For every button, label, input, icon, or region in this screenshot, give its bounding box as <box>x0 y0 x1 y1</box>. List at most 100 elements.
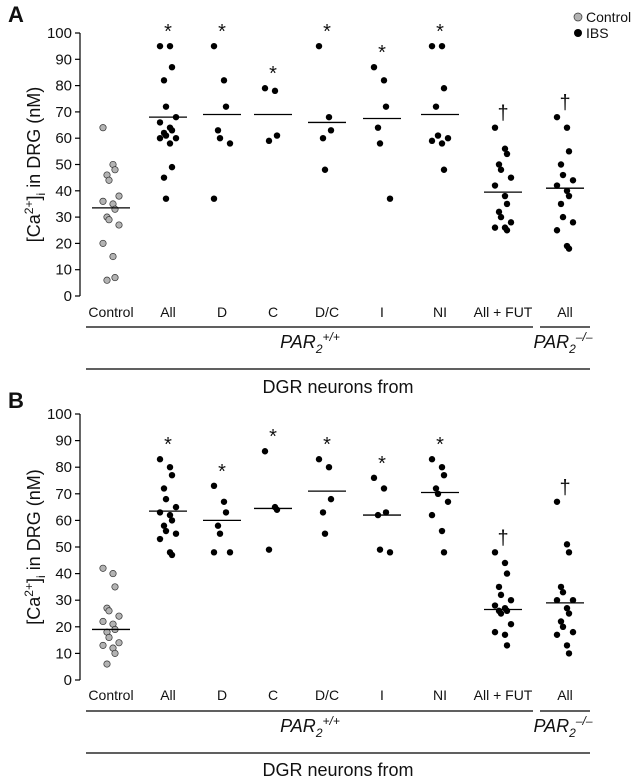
data-dot <box>156 42 164 50</box>
data-dot <box>559 589 567 596</box>
y-tick-label: 100 <box>47 25 72 42</box>
data-dot <box>386 195 394 202</box>
data-dot <box>438 140 446 147</box>
group-label-part: –/– <box>575 330 593 344</box>
data-dot <box>569 177 577 184</box>
y-tick-label: 50 <box>55 539 72 556</box>
data-dot <box>440 471 448 479</box>
y-label-part: i <box>34 575 48 578</box>
data-dot <box>497 591 505 599</box>
significance-marker: * <box>269 63 277 85</box>
y-tick-label: 20 <box>55 235 72 252</box>
group-label-part: PAR <box>533 716 569 736</box>
group-label: PAR2+/+ <box>280 714 340 740</box>
data-dot <box>565 610 573 617</box>
data-dot <box>325 113 333 121</box>
data-dot <box>216 530 224 537</box>
data-dot <box>166 140 174 147</box>
y-label-part: 2+ <box>22 583 36 597</box>
data-dot <box>111 583 119 591</box>
data-dot <box>432 485 440 492</box>
data-dot <box>380 77 388 84</box>
data-dot <box>210 195 218 202</box>
data-dot <box>491 628 499 636</box>
legend-label: IBS <box>586 25 609 41</box>
data-dot <box>503 200 511 208</box>
data-dot <box>565 192 573 200</box>
data-dot <box>434 490 442 497</box>
significance-marker: * <box>323 434 331 456</box>
data-dot <box>156 509 164 516</box>
data-dot <box>569 219 577 226</box>
y-label-part: [Ca <box>24 213 44 242</box>
data-dot <box>210 42 218 50</box>
data-dot <box>319 509 327 516</box>
x-tick-label: C <box>268 304 278 320</box>
significance-marker: † <box>559 477 570 499</box>
y-label-part: ] <box>24 578 44 583</box>
data-dot <box>438 527 446 535</box>
data-dot <box>160 174 168 181</box>
data-dot <box>374 124 382 131</box>
data-dot <box>557 200 565 208</box>
data-dot <box>440 85 448 92</box>
data-dot <box>503 150 511 158</box>
significance-marker: * <box>323 21 331 43</box>
y-label-part: 2+ <box>22 201 36 215</box>
data-dot <box>503 227 511 234</box>
data-dot <box>273 132 281 139</box>
data-dot <box>210 482 218 490</box>
significance-marker: * <box>218 21 226 43</box>
panel-letter: B <box>8 388 24 413</box>
data-dot <box>168 127 176 134</box>
data-dot <box>497 166 505 173</box>
data-dot <box>172 135 180 142</box>
data-dot <box>168 63 176 71</box>
significance-marker: * <box>436 434 444 456</box>
data-dot <box>501 631 509 638</box>
data-dot <box>111 649 119 657</box>
y-tick-label: 10 <box>55 645 72 662</box>
significance-marker: * <box>378 42 386 64</box>
data-dot <box>271 87 279 95</box>
data-dot <box>162 495 170 503</box>
group-label-part: PAR <box>280 716 316 736</box>
data-dot <box>261 85 269 92</box>
x-tick-label: Control <box>88 304 133 320</box>
y-tick-label: 40 <box>55 566 72 583</box>
y-tick-label: 40 <box>55 183 72 200</box>
data-dot <box>168 163 176 171</box>
data-dot <box>216 135 224 142</box>
data-dot <box>315 42 323 50</box>
data-dot <box>172 503 180 511</box>
data-dot <box>103 276 111 284</box>
y-axis-label: [Ca2+]i in DRG (nM) <box>22 469 48 624</box>
data-dot <box>557 161 565 168</box>
data-dot <box>99 197 107 205</box>
y-tick-label: 60 <box>55 512 72 529</box>
data-dot <box>440 549 448 556</box>
y-axis-label: [Ca2+]i in DRG (nM) <box>22 87 48 242</box>
y-tick-label: 80 <box>55 78 72 95</box>
data-dot <box>261 448 269 455</box>
data-dot <box>265 137 273 145</box>
data-dot <box>444 498 452 505</box>
y-tick-label: 10 <box>55 262 72 279</box>
data-dot <box>503 570 511 577</box>
group-label-part: 2 <box>568 726 576 740</box>
data-dot <box>495 583 503 591</box>
data-dot <box>105 216 113 224</box>
data-dot <box>162 527 170 535</box>
data-dot <box>166 42 174 50</box>
data-dot <box>162 103 170 110</box>
data-dot <box>497 213 505 221</box>
data-dot <box>273 506 281 513</box>
x-tick-label: All <box>160 687 176 703</box>
legend-label: Control <box>586 9 631 25</box>
data-dot <box>438 464 446 471</box>
data-dot <box>156 535 164 543</box>
data-dot <box>226 140 234 147</box>
data-dot <box>491 124 499 131</box>
data-dot <box>105 607 113 615</box>
x-tick-label: All + FUT <box>474 304 533 320</box>
